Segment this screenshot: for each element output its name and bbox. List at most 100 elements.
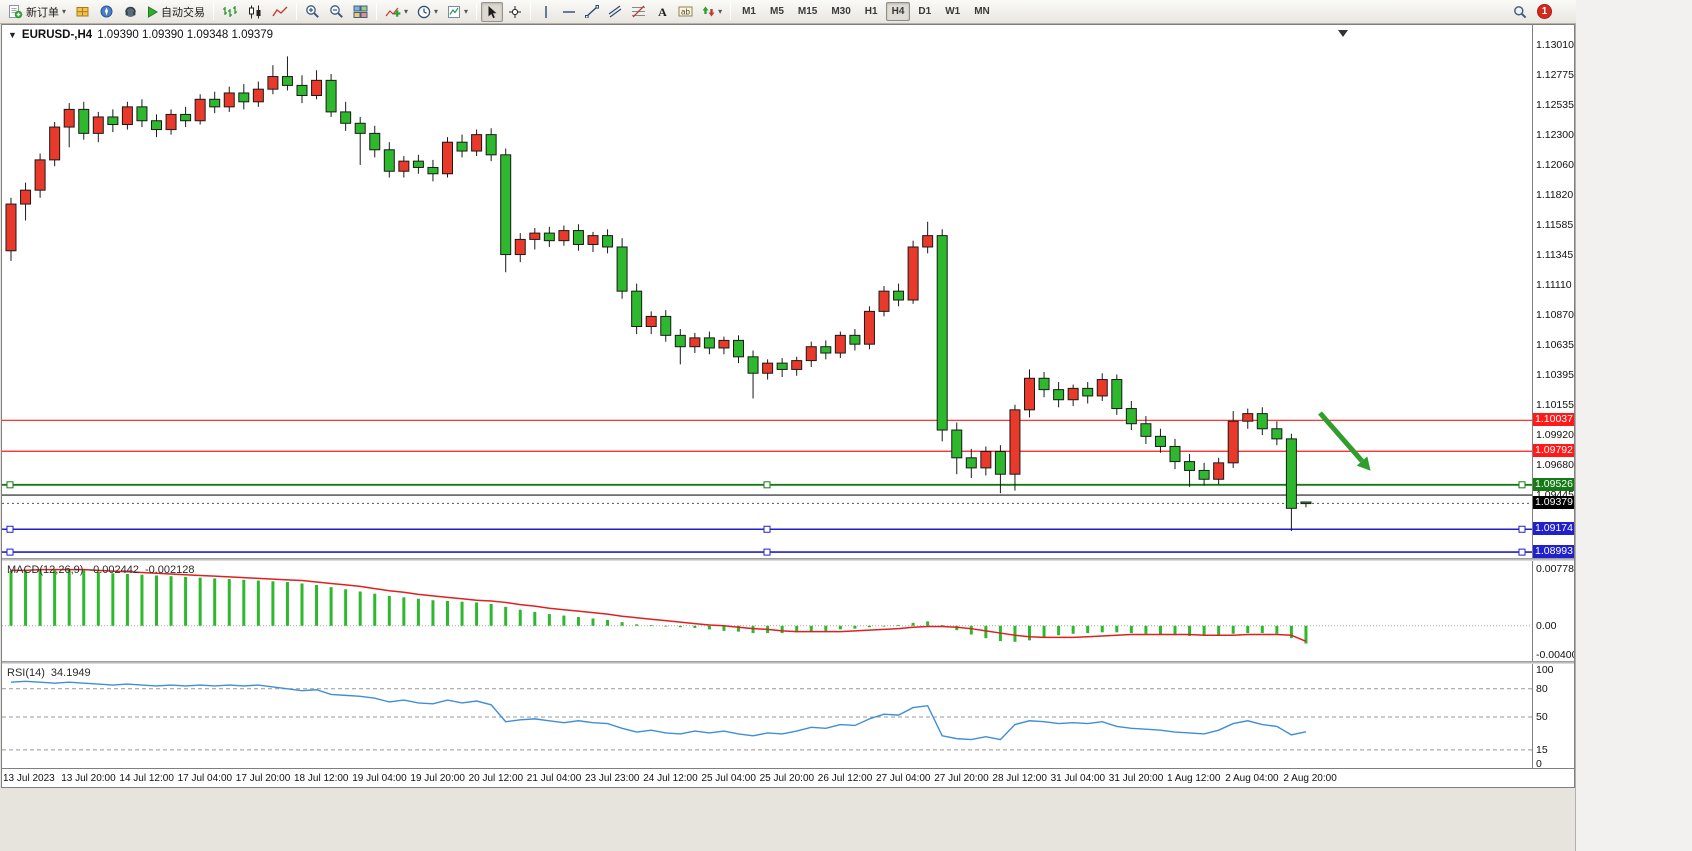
- templates-button[interactable]: ▾: [443, 2, 472, 22]
- play-icon: [147, 5, 159, 18]
- time-axis-label: 18 Jul 12:00: [294, 773, 349, 784]
- candle-body: [922, 235, 934, 248]
- chart-symbol: EURUSD-,H4: [21, 29, 93, 41]
- tile-windows-button[interactable]: [349, 2, 372, 22]
- zoom-out-button[interactable]: [325, 2, 348, 22]
- rsi-axis-tick: 80: [1536, 682, 1548, 695]
- bar-chart-button[interactable]: [218, 2, 242, 22]
- text-label-button[interactable]: ab: [674, 2, 697, 22]
- line-handle[interactable]: [763, 548, 771, 556]
- search-button[interactable]: [1509, 2, 1531, 22]
- arrows-button[interactable]: ▾: [698, 2, 726, 22]
- candle-body: [456, 141, 468, 152]
- line-chart-button[interactable]: [268, 2, 292, 22]
- line-handle[interactable]: [763, 525, 771, 533]
- macd-bar: [53, 568, 57, 626]
- notification-badge[interactable]: 1: [1537, 4, 1552, 19]
- timeframe-d1-button[interactable]: D1: [918, 6, 932, 17]
- macd-bar: [606, 619, 610, 626]
- new-order-button[interactable]: 新订单 ▾: [4, 2, 70, 22]
- timeframe-mn-button[interactable]: MN: [974, 6, 990, 17]
- time-axis[interactable]: 13 Jul 2023 13 Jul 20:00 14 Jul 12:00 17 Ju…: [2, 768, 1574, 787]
- price-axis-tick: 1.12060: [1536, 158, 1574, 171]
- line-handle[interactable]: [6, 525, 14, 533]
- panel-splitter[interactable]: [2, 558, 1574, 561]
- line-handle[interactable]: [1518, 525, 1526, 533]
- timeframe-w1-button[interactable]: W1: [945, 6, 961, 17]
- macd-bar: [969, 625, 973, 635]
- line-handle[interactable]: [6, 548, 14, 556]
- zoom-in-button[interactable]: [301, 2, 324, 22]
- macd-bar: [140, 574, 144, 626]
- macd-bar: [722, 625, 726, 631]
- time-axis-label: 31 Jul 04:00: [1050, 773, 1106, 784]
- macd-panel[interactable]: [2, 561, 1532, 661]
- periods-button[interactable]: ▾: [413, 2, 442, 22]
- candle-body: [762, 362, 774, 374]
- candle-body: [398, 160, 410, 172]
- time-axis-label: 20 Jul 12:00: [468, 773, 524, 784]
- macd-bar: [809, 625, 813, 632]
- cursor-button[interactable]: [481, 1, 504, 22]
- chevron-down-icon: ▾: [404, 6, 409, 16]
- macd-bar: [795, 625, 799, 633]
- fibonacci-button[interactable]: [627, 2, 650, 22]
- arrow-annotation-head[interactable]: [1356, 456, 1371, 471]
- line-handle[interactable]: [1518, 548, 1526, 556]
- line-handle[interactable]: [1518, 481, 1526, 489]
- timeframe-m1-button[interactable]: M1: [742, 6, 756, 17]
- macd-bar: [344, 589, 348, 626]
- time-axis-label: 21 Jul 04:00: [526, 773, 582, 784]
- navigator-button[interactable]: [95, 2, 118, 22]
- trendline-button[interactable]: [581, 2, 603, 22]
- macd-bar: [1100, 625, 1104, 633]
- scroll-marker-icon[interactable]: [1338, 30, 1348, 37]
- timeframe-h4-button[interactable]: H4: [885, 2, 911, 21]
- candle-body: [1198, 469, 1210, 480]
- candle-body: [1300, 501, 1312, 505]
- cursor-icon: [486, 5, 498, 19]
- macd-bar: [940, 625, 944, 626]
- price-axis-tick: 1.10635: [1536, 338, 1574, 351]
- macd-bar: [926, 621, 930, 626]
- line-handle[interactable]: [6, 481, 14, 489]
- crosshair-button[interactable]: [504, 2, 526, 22]
- timeframe-m15-button[interactable]: M15: [797, 6, 818, 17]
- macd-bar: [67, 569, 71, 626]
- candle-body: [1213, 462, 1225, 480]
- candle-body: [165, 113, 177, 131]
- auto-trading-button[interactable]: 自动交易: [143, 2, 209, 22]
- clock-icon: [417, 5, 431, 19]
- rsi-panel[interactable]: [2, 664, 1532, 768]
- horizontal-line-button[interactable]: [558, 2, 580, 22]
- time-axis-label: 25 Jul 20:00: [759, 773, 815, 784]
- text-button[interactable]: A: [651, 2, 673, 22]
- vertical-line-button[interactable]: [535, 2, 557, 22]
- timeframe-h1-button[interactable]: H1: [864, 6, 878, 17]
- arrow-annotation[interactable]: [1318, 411, 1364, 463]
- price-axis[interactable]: 1.13010 1.12775 1.12535 1.12300 1.12060 1.118…: [1532, 25, 1574, 770]
- terminal-button[interactable]: [119, 2, 142, 22]
- timeframe-m30-button[interactable]: M30: [831, 6, 851, 17]
- macd-bar: [984, 625, 988, 639]
- macd-signal-value: -0.002128: [144, 564, 195, 576]
- time-axis-label: 28 Jul 12:00: [992, 773, 1047, 784]
- candle-body: [863, 310, 875, 345]
- time-axis-label: 19 Jul 04:00: [352, 773, 407, 784]
- indicators-button[interactable]: ▾: [381, 2, 412, 22]
- time-axis-label: 19 Jul 20:00: [410, 773, 465, 784]
- candle-body: [791, 360, 803, 370]
- macd-bar: [300, 583, 304, 626]
- channel-button[interactable]: [604, 2, 626, 22]
- line-handle[interactable]: [763, 481, 771, 489]
- toolbar-separator: [530, 3, 532, 20]
- candlestick-chart-button[interactable]: [243, 2, 267, 22]
- main-chart[interactable]: [2, 25, 1532, 558]
- toolbar: 新订单 ▾ 自动交易: [0, 0, 1576, 24]
- price-badge: 1.09379: [1533, 496, 1574, 510]
- candle-body: [281, 76, 293, 86]
- timeframe-m5-button[interactable]: M5: [769, 6, 784, 17]
- market-watch-button[interactable]: [71, 2, 94, 22]
- one-click-trading-toggle[interactable]: ▼: [8, 30, 17, 40]
- panel-splitter[interactable]: [2, 661, 1574, 664]
